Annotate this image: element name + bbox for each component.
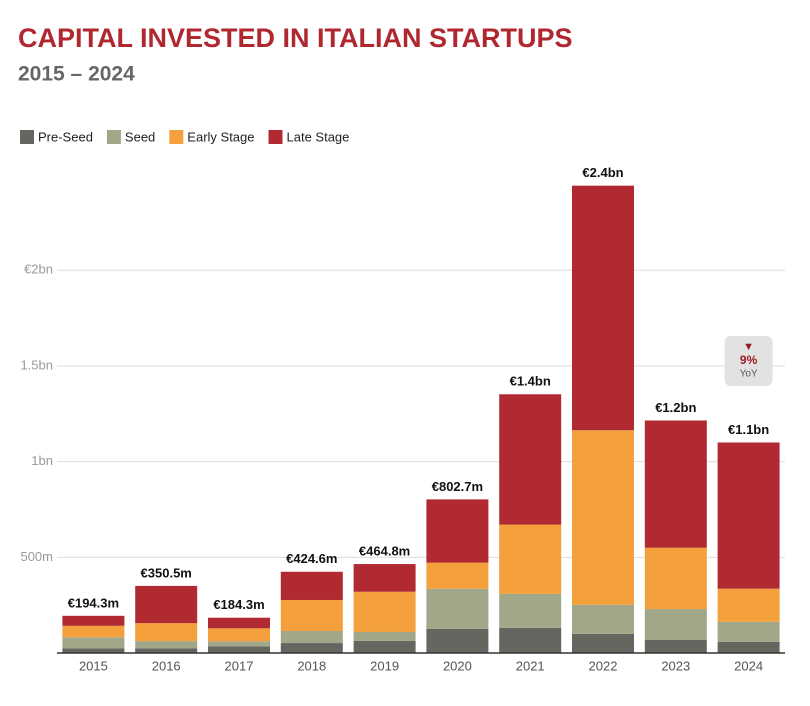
bar-segment xyxy=(499,627,562,653)
legend-swatch xyxy=(169,130,184,144)
chart-title: CAPITAL INVESTED IN ITALIAN STARTUPS xyxy=(18,23,573,53)
total-label: €464.8m xyxy=(359,543,410,558)
total-label: €2.4bn xyxy=(582,165,623,180)
bar-segment xyxy=(717,442,780,589)
y-tick-label: 1.5bn xyxy=(20,357,53,372)
legend-swatch xyxy=(20,130,34,144)
bar-segment xyxy=(62,637,125,649)
legend-swatch xyxy=(268,130,283,144)
bar-segment xyxy=(62,648,125,653)
annotation-arrow: ▼ xyxy=(743,341,754,353)
total-label: €194.3m xyxy=(68,595,119,610)
bar-segment xyxy=(353,640,416,653)
y-tick-label: 500m xyxy=(20,549,53,564)
bar-segment xyxy=(717,621,780,642)
x-tick-label: 2015 xyxy=(79,658,108,673)
bar-segment xyxy=(353,631,416,641)
annotation-sub: YoY xyxy=(740,369,758,380)
bar-segment xyxy=(208,641,270,647)
bar-segment xyxy=(426,588,489,629)
x-tick-label: 2019 xyxy=(370,658,399,673)
y-tick-label: 1bn xyxy=(31,453,53,468)
bar-segment xyxy=(644,547,707,609)
bar-segment xyxy=(644,608,707,640)
bar-segment xyxy=(135,648,198,653)
bar-segment xyxy=(208,617,270,629)
x-tick-label: 2024 xyxy=(734,658,763,673)
legend-label: Early Stage xyxy=(187,129,254,144)
bar-segment xyxy=(353,564,416,592)
total-label: €350.5m xyxy=(141,565,192,580)
x-tick-label: 2023 xyxy=(661,658,690,673)
bar-segment xyxy=(62,615,125,626)
bar-segment xyxy=(572,185,634,431)
bar-segment xyxy=(717,588,780,622)
bar-segment xyxy=(135,623,198,642)
bar-segment xyxy=(280,643,343,653)
bar-segment xyxy=(62,625,125,638)
bar-segment xyxy=(208,628,270,642)
total-label: €1.2bn xyxy=(655,400,696,415)
bar-segment xyxy=(644,420,707,548)
legend-swatch xyxy=(106,130,121,144)
x-tick-label: 2016 xyxy=(152,658,181,673)
legend-label: Pre-Seed xyxy=(38,129,93,144)
x-tick-label: 2020 xyxy=(443,658,472,673)
bar-segment xyxy=(426,562,489,589)
bar-segment xyxy=(135,641,198,649)
x-tick-label: 2022 xyxy=(589,658,618,673)
bar-segment xyxy=(280,599,343,631)
bar-segment xyxy=(353,591,416,632)
chart-subtitle: 2015 – 2024 xyxy=(18,63,135,86)
bar-segment xyxy=(572,430,634,605)
bar-segment xyxy=(426,499,489,563)
x-tick-label: 2018 xyxy=(297,658,326,673)
total-label: €1.4bn xyxy=(510,374,551,389)
bar-segment xyxy=(572,633,634,653)
x-tick-label: 2017 xyxy=(225,658,254,673)
bar-segment xyxy=(717,641,780,653)
bar-segment xyxy=(644,639,707,653)
legend-label: Late Stage xyxy=(287,129,350,144)
bar-segment xyxy=(280,630,343,644)
bar-segment xyxy=(280,571,343,600)
bar-segment xyxy=(499,394,562,525)
x-tick-label: 2021 xyxy=(516,658,545,673)
annotation-text: 9% xyxy=(740,353,758,367)
total-label: €184.3m xyxy=(213,597,264,612)
bar-segment xyxy=(208,646,270,653)
total-label: €1.1bn xyxy=(728,422,769,437)
bar-segment xyxy=(135,585,198,624)
y-tick-label: €2bn xyxy=(24,262,53,277)
total-label: €802.7m xyxy=(432,479,483,494)
bar-segment xyxy=(499,524,562,594)
total-label: €424.6m xyxy=(286,551,337,566)
bar-segment xyxy=(499,593,562,628)
annotation-box xyxy=(724,335,773,386)
bar-segment xyxy=(426,628,489,653)
bar-segment xyxy=(572,604,634,634)
legend-label: Seed xyxy=(125,129,155,144)
